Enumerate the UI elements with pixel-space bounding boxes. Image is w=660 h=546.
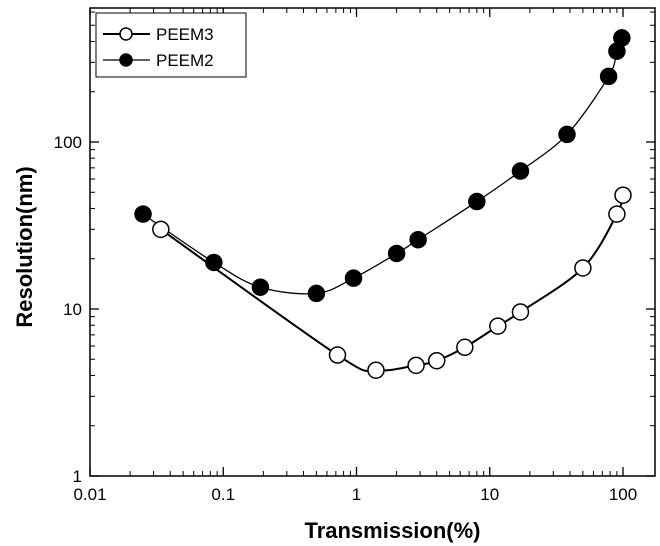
data-point-peem3 [427, 351, 446, 370]
x-tick-label: 100 [609, 485, 637, 504]
series-curves [142, 37, 624, 372]
data-point-peem2 [613, 29, 631, 47]
data-point-peem3 [328, 346, 347, 364]
x-tick-label: 0.01 [73, 485, 106, 504]
data-point-peem3 [614, 186, 632, 204]
legend-marker [119, 27, 133, 41]
data-point-peem3 [489, 317, 507, 335]
tick-labels: 0.01 0.1 1 10 100 1 10 100 [54, 133, 638, 504]
data-point-peem2 [511, 162, 530, 180]
data-point-peem2 [344, 269, 363, 287]
data-point-peem2 [134, 205, 152, 223]
data-point-peem2 [599, 67, 618, 86]
legend-label: PEEM2 [156, 51, 214, 70]
data-point-peem2 [409, 230, 427, 249]
data-point-peem2 [468, 192, 486, 211]
legend-box [95, 12, 247, 78]
plot-frame [89, 7, 656, 477]
series-line-peem3 [160, 194, 624, 372]
axes [89, 7, 656, 477]
data-point-peem3 [367, 361, 385, 379]
legend-label: PEEM3 [156, 25, 214, 44]
data-point-peem3 [608, 205, 626, 223]
axis-ticks [89, 8, 655, 477]
data-point-peem2 [205, 253, 223, 272]
data-point-peem2 [387, 244, 406, 263]
x-tick-label: 0.1 [211, 485, 235, 504]
y-axis-title: Resolution(nm) [12, 166, 37, 327]
data-point-peem3 [511, 303, 530, 321]
legend-marker [119, 53, 133, 67]
data-point-peem3 [407, 356, 425, 375]
x-tick-label: 10 [480, 485, 499, 504]
data-point-peem3 [152, 220, 170, 239]
data-point-peem2 [307, 284, 326, 303]
y-tick-label: 1 [73, 467, 82, 486]
y-tick-label: 10 [63, 300, 82, 319]
data-point-peem2 [251, 278, 270, 296]
data-point-peem2 [558, 125, 576, 144]
data-point-peem3 [574, 259, 592, 277]
data-points [134, 29, 632, 379]
data-point-peem3 [456, 338, 474, 357]
y-tick-label: 100 [54, 133, 82, 152]
legend: PEEM3 PEEM2 [95, 12, 247, 78]
x-axis-title: Transmission(%) [304, 518, 480, 543]
x-tick-label: 1 [352, 485, 361, 504]
